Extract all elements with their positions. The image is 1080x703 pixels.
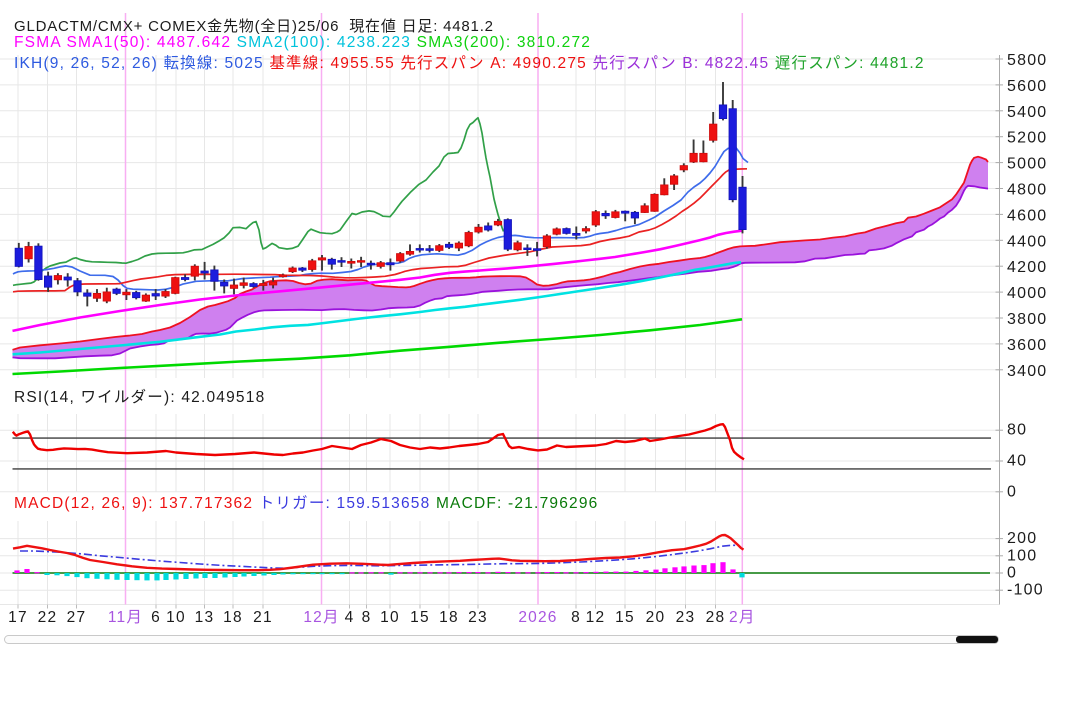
svg-text:5600: 5600 [1007, 78, 1047, 95]
svg-text:4400: 4400 [1007, 233, 1047, 250]
svg-text:11月: 11月 [108, 609, 143, 626]
svg-text:0: 0 [1007, 483, 1017, 500]
svg-text:5400: 5400 [1007, 104, 1047, 121]
svg-text:18: 18 [223, 609, 243, 626]
svg-text:5800: 5800 [1007, 52, 1047, 69]
svg-text:6: 6 [151, 609, 161, 626]
svg-text:100: 100 [1007, 547, 1037, 564]
svg-text:23: 23 [468, 609, 488, 626]
svg-text:4: 4 [345, 609, 355, 626]
svg-text:3400: 3400 [1007, 363, 1047, 380]
svg-text:4200: 4200 [1007, 259, 1047, 276]
svg-text:4000: 4000 [1007, 285, 1047, 302]
svg-text:5200: 5200 [1007, 130, 1047, 147]
svg-text:21: 21 [253, 609, 273, 626]
svg-text:12: 12 [586, 609, 606, 626]
svg-text:27: 27 [67, 609, 87, 626]
svg-text:17: 17 [8, 609, 28, 626]
svg-text:15: 15 [615, 609, 635, 626]
svg-text:15: 15 [410, 609, 430, 626]
svg-text:40: 40 [1007, 453, 1027, 470]
svg-text:4600: 4600 [1007, 207, 1047, 224]
svg-text:13: 13 [195, 609, 215, 626]
svg-text:22: 22 [38, 609, 58, 626]
svg-text:4800: 4800 [1007, 182, 1047, 199]
svg-text:23: 23 [676, 609, 696, 626]
svg-text:8: 8 [362, 609, 372, 626]
svg-text:-100: -100 [1007, 582, 1044, 599]
svg-text:10: 10 [166, 609, 186, 626]
svg-text:18: 18 [439, 609, 459, 626]
svg-text:5000: 5000 [1007, 156, 1047, 173]
svg-text:3600: 3600 [1007, 337, 1047, 354]
svg-text:80: 80 [1007, 422, 1027, 439]
svg-text:28: 28 [706, 609, 726, 626]
svg-text:3800: 3800 [1007, 311, 1047, 328]
svg-text:2026: 2026 [518, 609, 557, 626]
svg-text:8: 8 [571, 609, 581, 626]
svg-text:2月: 2月 [729, 609, 756, 626]
svg-text:10: 10 [380, 609, 400, 626]
svg-text:20: 20 [646, 609, 666, 626]
svg-text:12月: 12月 [303, 609, 339, 626]
svg-text:0: 0 [1007, 565, 1017, 582]
svg-text:200: 200 [1007, 530, 1037, 547]
